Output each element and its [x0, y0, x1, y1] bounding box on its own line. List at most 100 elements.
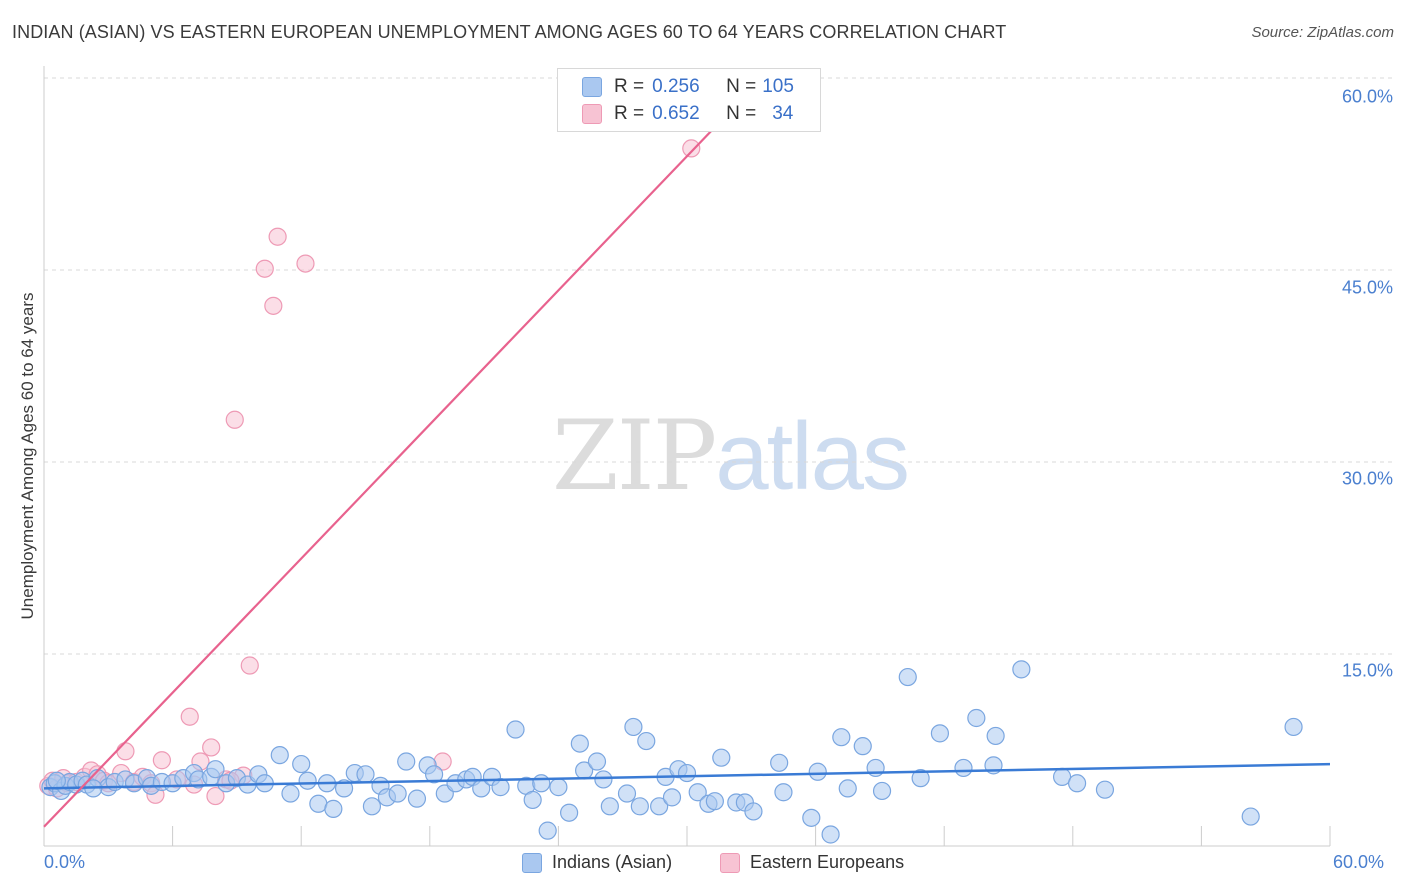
legend-n-value: 105: [762, 76, 794, 97]
eastern-point: [116, 742, 135, 761]
indians-point: [637, 731, 656, 751]
indians-point: [774, 783, 793, 802]
chart-title: INDIAN (ASIAN) VS EASTERN EUROPEAN UNEMP…: [12, 22, 1007, 42]
indians-point: [630, 797, 649, 816]
indians-point: [587, 752, 607, 771]
indians-point: [1095, 780, 1115, 799]
indians-point: [853, 737, 872, 756]
indians-point: [407, 789, 427, 808]
y-tick-label-30: 30.0%: [1341, 468, 1393, 489]
indians-point: [677, 763, 697, 783]
indians-point: [560, 803, 579, 822]
legend-r-value: 0.256: [652, 76, 700, 97]
indians-point: [47, 771, 66, 790]
bottom-legend-indians: Indians (Asian): [522, 852, 672, 873]
indians-point: [523, 790, 542, 810]
bottom-legend-swatch-pink: [720, 852, 740, 873]
bottom-legend-swatch-blue: [522, 852, 542, 873]
indians-point: [705, 792, 724, 811]
x-tick-label-min: 0.0%: [44, 852, 86, 872]
legend-n-label: N =: [726, 76, 757, 97]
grid-lines: [44, 77, 1394, 655]
indians-point: [570, 734, 589, 753]
legend-row-indians: R = 0.256 N = 105: [582, 74, 794, 100]
indians-point: [872, 781, 892, 801]
indians-point: [821, 825, 840, 844]
bottom-legend-eastern: Eastern Europeans: [720, 852, 904, 873]
y-tick-label-60: 60.0%: [1341, 86, 1393, 107]
indians-point: [506, 720, 525, 739]
trend-lines: [43, 77, 1331, 828]
eastern-point: [225, 410, 244, 429]
eastern-point: [264, 296, 283, 315]
bottom-legend-label: Indians (Asian): [552, 852, 673, 872]
indians-point: [838, 779, 857, 798]
watermark-zip: ZIP: [552, 400, 717, 512]
eastern-point: [202, 738, 221, 757]
indians-point: [617, 784, 637, 803]
indians-point: [1241, 807, 1260, 826]
indians-point: [712, 748, 731, 767]
indians-point: [808, 762, 827, 781]
indians-point: [600, 797, 619, 816]
indians-point: [954, 758, 973, 778]
legend-r-label: R =: [614, 76, 645, 97]
indians-point: [832, 728, 851, 747]
eastern-point: [296, 254, 315, 273]
legend-row-eastern: R = 0.652 N = 34: [582, 101, 793, 127]
indians-point: [594, 770, 613, 789]
legend-r-value: 0.652: [652, 103, 700, 124]
watermark: ZIPatlas: [552, 400, 910, 512]
eastern-point: [240, 656, 259, 675]
indians-point: [549, 778, 568, 797]
indians-point: [898, 667, 917, 687]
indians-point: [911, 769, 930, 788]
indians-point: [967, 708, 986, 728]
indians-point: [532, 774, 551, 793]
indians-point: [397, 752, 416, 771]
indians-point: [650, 797, 669, 816]
indians-point: [388, 784, 407, 803]
y-tick-label-45: 45.0%: [1341, 277, 1393, 298]
indians-point: [802, 808, 821, 827]
correlation-legend: R = 0.256 N = 105 R = 0.652 N = 34: [557, 68, 821, 132]
axes: [43, 66, 1331, 847]
indians-point: [298, 771, 317, 790]
indians-point: [930, 724, 950, 743]
indians-point: [324, 799, 343, 818]
x-tick-label-max: 60.0%: [1333, 852, 1385, 872]
indians-point: [744, 802, 763, 821]
indians-point: [281, 784, 300, 803]
legend-swatch-pink: [582, 104, 602, 124]
indians-point: [662, 788, 682, 807]
indians-trend-line: [43, 762, 1331, 790]
indians-asian-points: [41, 660, 1303, 844]
eastern-point: [682, 139, 701, 158]
eastern-europeans-points: [39, 139, 701, 806]
legend-n-label: N =: [726, 103, 757, 124]
legend-swatch-blue: [582, 77, 602, 97]
bottom-legend-label: Eastern Europeans: [750, 852, 905, 872]
indians-point: [986, 726, 1005, 746]
eastern-point: [255, 259, 274, 278]
legend-r-label: R =: [614, 103, 645, 124]
indians-point: [624, 717, 643, 737]
indians-point: [1012, 660, 1031, 679]
indians-point: [1284, 717, 1303, 737]
indians-point: [270, 746, 289, 765]
watermark-atlas: atlas: [715, 403, 910, 510]
indians-point: [362, 797, 382, 816]
eastern-point: [180, 707, 199, 726]
indians-point: [688, 783, 707, 802]
source-label: Source: ZipAtlas.com: [1251, 24, 1394, 41]
indians-point: [356, 765, 375, 784]
indians-point: [206, 760, 225, 779]
eastern-point: [206, 786, 225, 806]
eastern-point: [268, 227, 287, 246]
indians-point: [770, 753, 789, 772]
indians-point: [538, 821, 557, 840]
eastern-point: [152, 751, 171, 770]
indians-point: [424, 765, 444, 784]
legend-n-value: 34: [772, 103, 794, 124]
